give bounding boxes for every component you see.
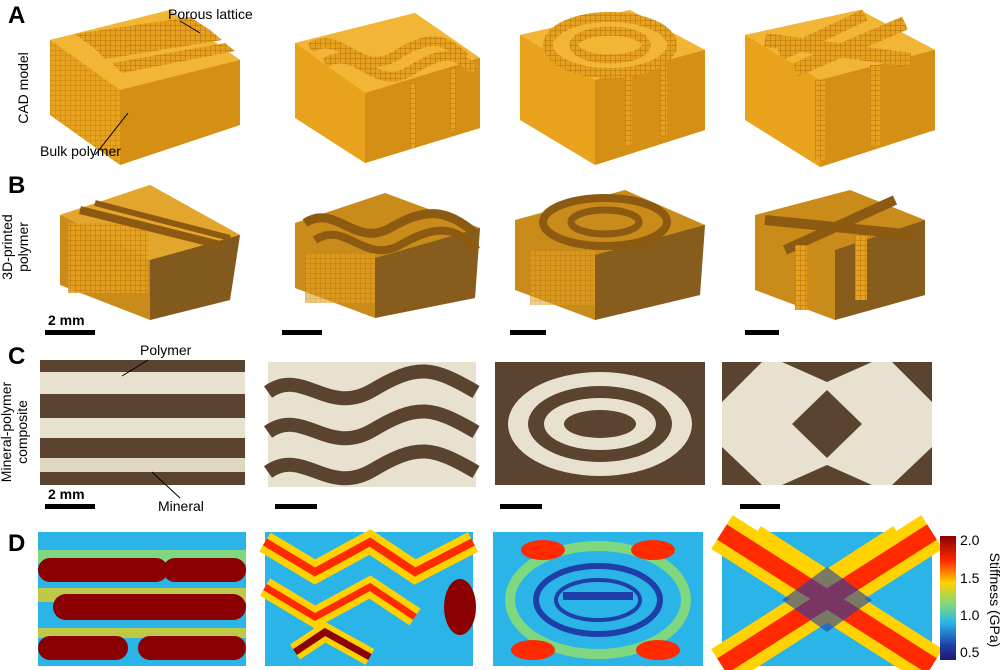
- panel-letter-c: C: [8, 343, 26, 370]
- row-label-3d-printed: 3D-printed polymer: [0, 214, 31, 280]
- scalebar-label-c: 2 mm: [48, 486, 85, 502]
- composite-stripes: [40, 360, 245, 485]
- stiffness-map-stripes: [38, 532, 246, 666]
- cad-model-stripes: [50, 10, 240, 165]
- scalebar-c-1: [45, 504, 95, 509]
- colorbar-tick-1-5: 1.5: [960, 570, 980, 586]
- composite-ellipses: [495, 362, 705, 485]
- cad-model-ellipses: [520, 10, 705, 165]
- scalebar-b-2: [282, 330, 322, 335]
- pointer-polymer: [121, 359, 149, 377]
- scalebar-label-b: 2 mm: [48, 312, 85, 328]
- printed-ellipses: [515, 190, 705, 320]
- label-bulk-polymer: Bulk polymer: [40, 143, 121, 159]
- scalebar-c-3: [500, 504, 542, 509]
- panel-letter-a: A: [8, 2, 26, 29]
- scalebar-b-3: [510, 330, 546, 335]
- composite-diamond: [722, 362, 932, 485]
- pointer-mineral: [151, 471, 181, 499]
- colorbar-tick-0-5: 0.5: [960, 644, 980, 660]
- colorbar: [940, 536, 956, 660]
- stiffness-map-diamond: [711, 515, 943, 670]
- composite-waves: [263, 362, 480, 487]
- label-polymer: Polymer: [140, 342, 192, 358]
- printed-diamond: [755, 190, 925, 320]
- label-mineral: Mineral: [158, 498, 204, 514]
- printed-stripes: [60, 185, 240, 320]
- row-label-cad-model: CAD model: [15, 52, 31, 124]
- panel-letter-b: B: [8, 172, 26, 199]
- cad-model-waves: [295, 13, 480, 163]
- scalebar-b-4: [745, 330, 779, 335]
- scalebar-c-4: [740, 504, 780, 509]
- colorbar-tick-1-0: 1.0: [960, 607, 980, 623]
- stiffness-map-waves: [259, 529, 479, 666]
- scalebar-c-2: [275, 504, 317, 509]
- colorbar-label: Stiffness (GPa): [987, 552, 1000, 648]
- stiffness-map-ellipses: [493, 532, 703, 666]
- cad-model-diamond: [745, 9, 935, 167]
- colorbar-tick-2-0: 2.0: [960, 532, 980, 548]
- printed-waves: [295, 193, 481, 318]
- row-label-composite: Mineral-polymer composite: [0, 381, 30, 483]
- scalebar-b-1: [45, 330, 95, 335]
- label-porous-lattice: Porous lattice: [168, 6, 253, 22]
- panel-letter-d: D: [8, 530, 26, 557]
